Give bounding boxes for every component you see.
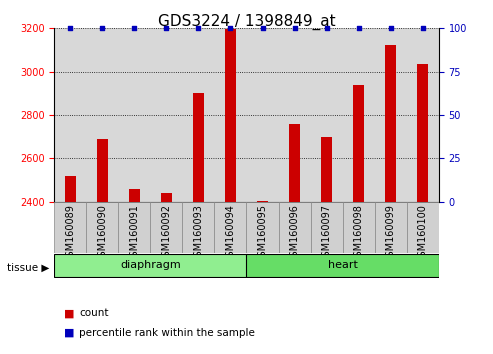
Bar <box>182 202 214 253</box>
Point <box>354 25 362 31</box>
Bar <box>246 254 439 277</box>
Bar <box>375 202 407 253</box>
Text: GSM160096: GSM160096 <box>289 204 300 263</box>
Point <box>162 25 170 31</box>
Point <box>226 25 234 31</box>
Text: GSM160095: GSM160095 <box>257 204 268 263</box>
Bar <box>150 202 182 253</box>
Bar <box>311 202 343 253</box>
Text: ■: ■ <box>64 328 74 338</box>
Bar <box>161 193 172 202</box>
Text: ■: ■ <box>64 308 74 318</box>
Text: GSM160098: GSM160098 <box>353 204 364 263</box>
Text: GSM160090: GSM160090 <box>97 204 107 263</box>
Text: tissue ▶: tissue ▶ <box>7 262 49 272</box>
Bar <box>54 202 86 253</box>
Point <box>322 25 330 31</box>
Bar <box>225 29 236 202</box>
Bar <box>129 189 140 202</box>
Bar <box>54 254 246 277</box>
Point <box>130 25 138 31</box>
Text: count: count <box>79 308 108 318</box>
Bar <box>257 201 268 202</box>
Bar <box>193 93 204 202</box>
Text: GDS3224 / 1398849_at: GDS3224 / 1398849_at <box>158 14 335 30</box>
Bar <box>118 202 150 253</box>
Bar <box>407 202 439 253</box>
Bar <box>246 202 279 253</box>
Text: diaphragm: diaphragm <box>120 260 181 270</box>
Bar <box>65 176 76 202</box>
Text: GSM160094: GSM160094 <box>225 204 236 263</box>
Bar <box>289 124 300 202</box>
Bar <box>321 137 332 202</box>
Bar <box>417 64 428 202</box>
Point <box>290 25 298 31</box>
Bar <box>353 85 364 202</box>
Bar <box>385 45 396 202</box>
Bar <box>86 202 118 253</box>
Point <box>66 25 74 31</box>
Text: GSM160091: GSM160091 <box>129 204 140 263</box>
Point <box>419 25 426 31</box>
Bar <box>343 202 375 253</box>
Point <box>258 25 266 31</box>
Text: GSM160097: GSM160097 <box>321 204 332 263</box>
Point <box>194 25 202 31</box>
Bar <box>279 202 311 253</box>
Bar <box>214 202 246 253</box>
Text: GSM160099: GSM160099 <box>386 204 396 263</box>
Text: heart: heart <box>328 260 357 270</box>
Text: GSM160089: GSM160089 <box>65 204 75 263</box>
Point <box>98 25 106 31</box>
Bar <box>97 139 108 202</box>
Text: percentile rank within the sample: percentile rank within the sample <box>79 328 255 338</box>
Text: GSM160093: GSM160093 <box>193 204 204 263</box>
Text: GSM160092: GSM160092 <box>161 204 172 263</box>
Text: GSM160100: GSM160100 <box>418 204 428 263</box>
Point <box>387 25 394 31</box>
